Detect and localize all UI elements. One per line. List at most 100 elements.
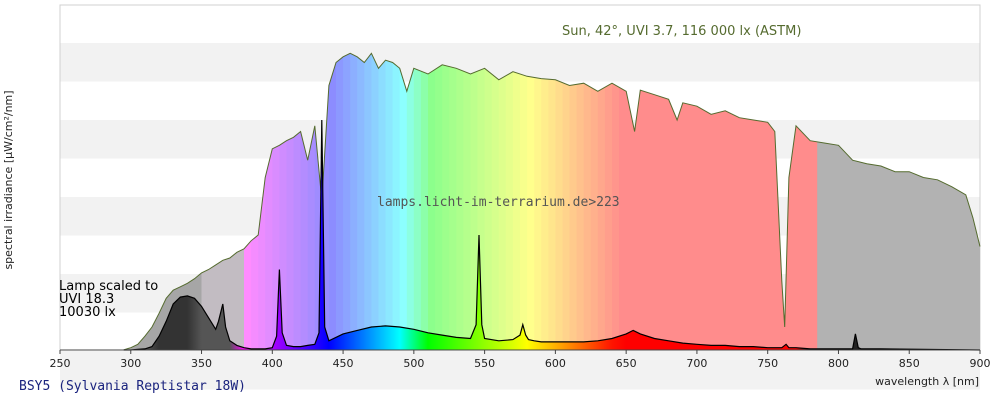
x-tick-label: 450 <box>333 357 354 370</box>
sun-fill-strip <box>661 53 670 350</box>
sun-fill-strip <box>788 53 797 350</box>
x-tick-label: 800 <box>828 357 849 370</box>
sun-fill-strip <box>831 53 840 350</box>
x-tick-label: 700 <box>686 357 707 370</box>
sun-fill-strip <box>534 53 542 350</box>
sun-fill-strip <box>916 53 924 350</box>
sun-fill-strip <box>420 53 429 350</box>
sun-fill-strip <box>279 53 288 350</box>
x-tick-label: 600 <box>545 357 566 370</box>
sun-fill-strip <box>328 53 337 350</box>
lamp-scale-note-line-1: Lamp scaled to <box>59 279 158 294</box>
sun-fill-strip <box>548 53 556 350</box>
sun-fill-strip <box>569 53 578 350</box>
sun-fill-strip <box>640 53 648 350</box>
sun-fill-strip <box>689 53 698 350</box>
sun-fill-strip <box>711 53 719 350</box>
sun-fill-strip <box>321 53 330 350</box>
sun-fill-strip <box>477 53 486 350</box>
sun-fill-strip <box>406 53 415 350</box>
sun-fill-strip <box>852 53 861 350</box>
sun-fill-strip <box>413 53 422 350</box>
sun-fill-strip <box>463 53 472 350</box>
x-tick-label: 250 <box>50 357 71 370</box>
sun-fill-strip <box>399 53 408 350</box>
sun-fill-strip <box>272 53 280 350</box>
sun-fill-strip <box>343 53 351 350</box>
sun-fill-strip <box>796 53 804 350</box>
lamp-scale-note-line-2: UVI 18.3 <box>59 292 114 307</box>
sun-fill-strip <box>576 53 585 350</box>
sun-fill-strip <box>682 53 691 350</box>
sun-fill-strip <box>753 53 762 350</box>
sun-fill-strip <box>300 53 309 350</box>
sun-fill-strip <box>895 53 903 350</box>
sun-fill-strip <box>654 53 663 350</box>
sun-fill-strip <box>902 53 910 350</box>
sun-fill-strip <box>647 53 656 350</box>
sun-fill-strip <box>880 53 889 350</box>
x-tick-label: 400 <box>262 357 283 370</box>
sun-fill-strip <box>859 53 868 350</box>
sun-fill-strip <box>704 53 712 350</box>
sun-fill-strip <box>739 53 748 350</box>
sun-fill-strip <box>633 53 641 350</box>
sun-fill-strip <box>810 53 818 350</box>
x-tick-label: 850 <box>899 357 920 370</box>
lamp-scale-note-line-3: 10030 lx <box>59 305 116 320</box>
sun-fill-strip <box>583 53 592 350</box>
sun-fill-strip <box>725 53 733 350</box>
sun-fill-strip <box>357 53 365 350</box>
y-axis-title: spectral irradiance [µW/cm²/nm] <box>2 90 15 269</box>
sun-fill-strip <box>668 53 677 350</box>
sun-fill-strip <box>435 53 443 350</box>
sun-fill-strip <box>527 53 535 350</box>
sun-fill-strip <box>718 53 726 350</box>
sun-fill-strip <box>364 53 372 350</box>
sun-fill-strip <box>286 53 295 350</box>
sun-fill-strip <box>265 53 273 350</box>
lamp-spectrum-line <box>123 119 981 351</box>
sun-fill-strip <box>888 53 896 350</box>
sun-fill-strip <box>597 53 606 350</box>
sun-fill-strip <box>541 53 549 350</box>
sun-fill-strip <box>385 53 394 350</box>
sun-fill-strip <box>732 53 740 350</box>
sun-fill-strip <box>442 53 450 350</box>
sun-fill-strip <box>491 53 500 350</box>
sun-fill-strip <box>293 53 302 350</box>
sun-fill-strip <box>923 53 932 350</box>
sun-spectrum-line <box>123 52 981 351</box>
sun-fill-strip <box>307 53 316 350</box>
sun-fill-strip <box>378 53 387 350</box>
sun-fill-strip <box>336 53 344 350</box>
x-tick-label: 650 <box>616 357 637 370</box>
x-tick-label: 350 <box>191 357 212 370</box>
sun-fill-strip <box>456 53 464 350</box>
x-tick-label: 900 <box>970 357 991 370</box>
sun-fill-strip <box>838 53 847 350</box>
sun-fill-strip <box>470 53 479 350</box>
watermark-text: lamps.licht-im-terrarium.de>223 <box>377 195 620 210</box>
sun-fill-strip <box>555 53 564 350</box>
sun-fill-strip <box>314 53 323 350</box>
sun-fill-strip <box>866 53 875 350</box>
sun-fill-strip <box>371 53 380 350</box>
sun-fill-strip <box>873 53 882 350</box>
sun-fill-strip <box>746 53 755 350</box>
footer-lamp-title: BSY5 (Sylvania Reptistar 18W) <box>19 379 246 394</box>
grid-band <box>60 351 980 390</box>
sun-fill-strip <box>449 53 457 350</box>
sun-fill-strip <box>604 53 613 350</box>
sun-fill-strip <box>937 53 946 350</box>
sun-fill-strip <box>944 53 953 350</box>
sun-fill-strip <box>958 53 967 350</box>
x-tick-label: 300 <box>120 357 141 370</box>
sun-fill-strip <box>909 53 917 350</box>
sun-fill-strip <box>562 53 571 350</box>
sun-fill-strip <box>350 53 358 350</box>
sun-fill-strip <box>484 53 493 350</box>
sun-fill-strip <box>590 53 599 350</box>
sun-fill-strip <box>505 53 514 350</box>
